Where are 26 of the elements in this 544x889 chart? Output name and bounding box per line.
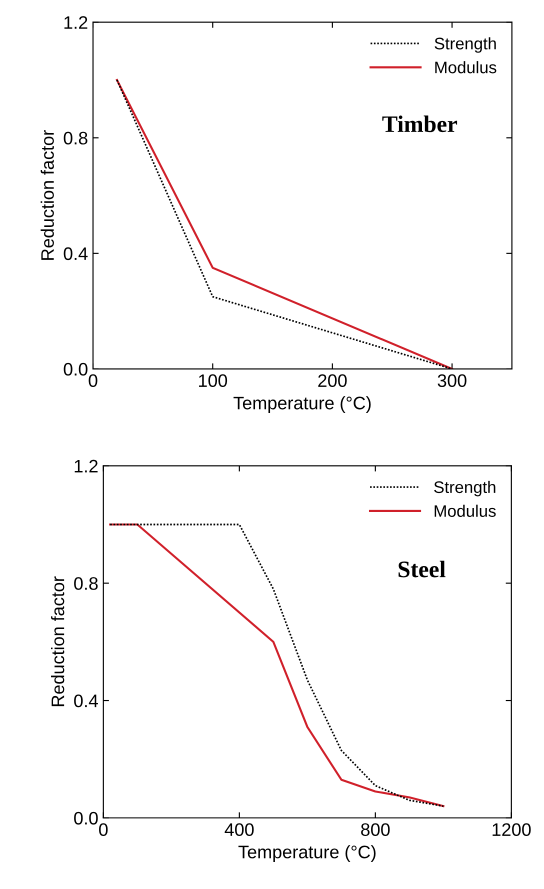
y-tick-label: 0.8 [74,577,98,590]
x-tick-label: 0 [88,374,98,388]
y-axis-title: Reduction factor [40,130,54,260]
legend-label: Strength [434,480,496,496]
x-axis-title: Temperature (°C) [238,845,376,862]
legend-label: Modulus [434,504,496,517]
x-tick-label: 400 [224,823,254,836]
y-tick-label: 1.2 [64,16,88,29]
x-tick-label: 1200 [492,823,531,836]
y-axis-title: Reduction factor [51,576,64,706]
y-tick-label: 0.0 [64,362,88,376]
legend-label: Modulus [435,61,496,74]
x-tick-label: 200 [318,374,347,388]
x-tick-label: 0 [99,823,108,836]
x-tick-label: 100 [199,374,228,388]
x-tick-label: 800 [361,823,390,836]
x-tick-label: 300 [438,374,466,388]
legend-label: Strength [434,37,496,53]
annotation: Steel [398,560,446,578]
y-tick-label: 0.4 [74,694,98,708]
y-tick-label: 0.0 [74,812,98,825]
y-tick-label: 0.8 [64,132,88,145]
annotation: Timber [382,116,458,132]
y-tick-label: 1.2 [74,460,98,472]
y-tick-label: 0.4 [64,247,88,260]
x-axis-title: Temperature (°C) [234,396,371,414]
